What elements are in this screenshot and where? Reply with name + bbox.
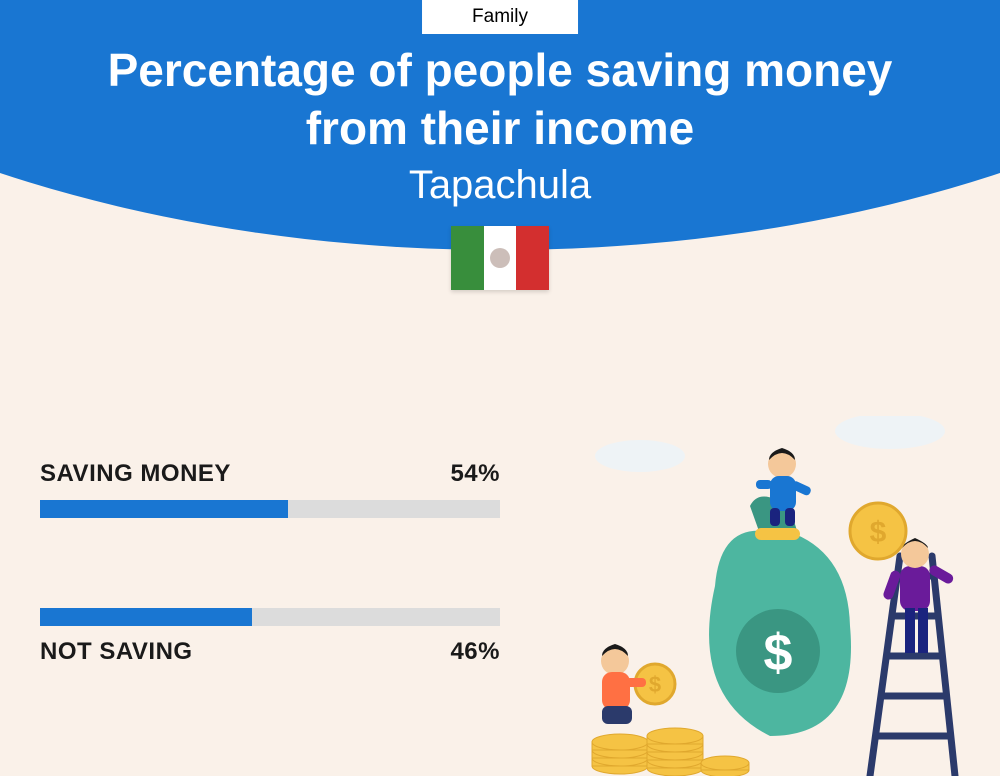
bar-not-saving-label: NOT SAVING (40, 638, 193, 666)
mexico-flag-icon (451, 226, 549, 290)
svg-text:$: $ (870, 516, 887, 549)
bar-saving-track (40, 500, 500, 518)
flag-stripe-left (451, 226, 484, 290)
bar-not-saving-value: 46% (450, 638, 500, 666)
flag-stripe-mid (484, 226, 517, 290)
bar-not-saving: NOT SAVING 46% (40, 608, 500, 666)
savings-illustration-icon: $ $ (560, 416, 970, 776)
flag-stripe-right (516, 226, 549, 290)
bar-saving-value: 54% (450, 460, 500, 488)
location-subtitle: Tapachula (0, 163, 1000, 208)
svg-text:$: $ (649, 672, 661, 697)
svg-text:$: $ (764, 624, 793, 682)
category-badge: Family (422, 0, 578, 34)
bars-area: SAVING MONEY 54% NOT SAVING 46% (40, 460, 500, 756)
page-title: Percentage of people saving money from t… (0, 42, 1000, 157)
flag-emblem-icon (490, 248, 510, 268)
bar-saving-fill (40, 500, 288, 518)
bar-not-saving-track (40, 608, 500, 626)
bar-saving-label: SAVING MONEY (40, 460, 231, 488)
title-block: Percentage of people saving money from t… (0, 42, 1000, 208)
bar-not-saving-fill (40, 608, 252, 626)
bar-saving: SAVING MONEY 54% (40, 460, 500, 518)
